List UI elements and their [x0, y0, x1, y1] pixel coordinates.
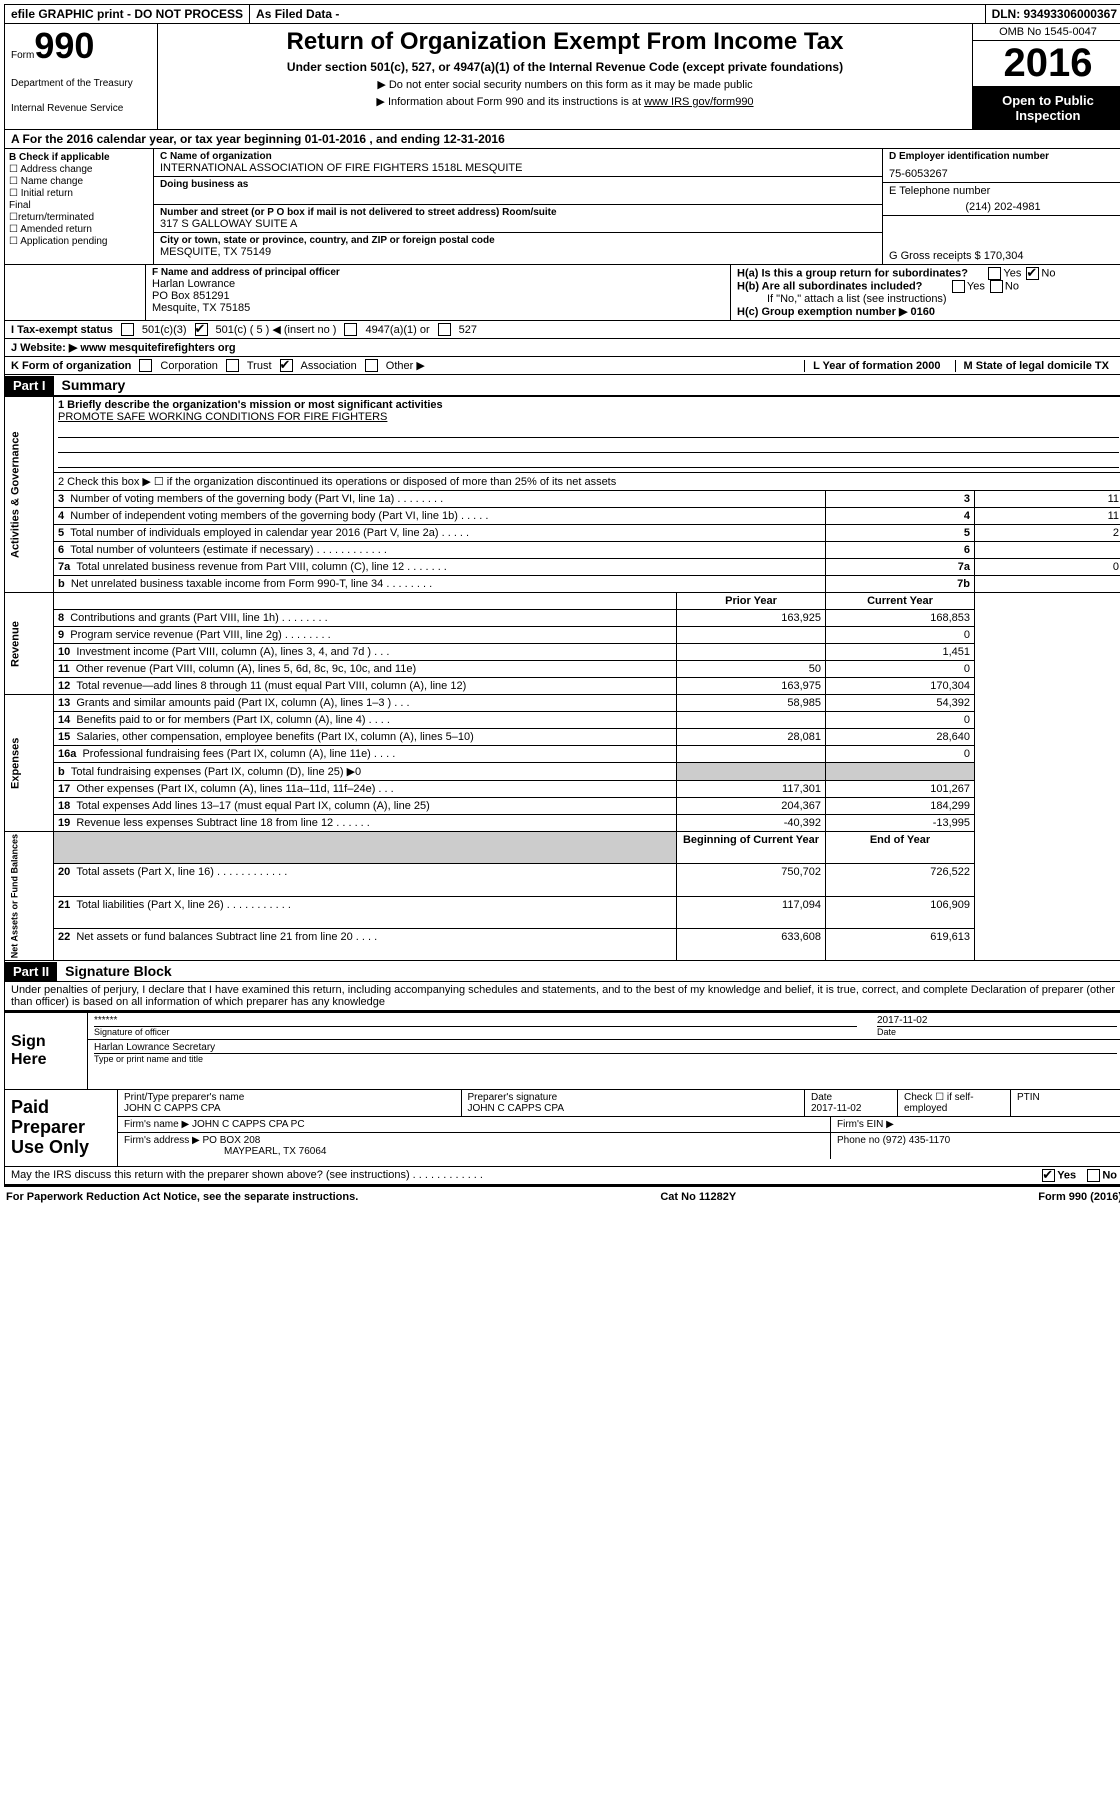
paid-preparer-block: Paid Preparer Use Only Print/Type prepar… [4, 1090, 1120, 1166]
dba-label: Doing business as [160, 179, 876, 190]
exp-vert-label: Expenses [5, 695, 54, 832]
irs-link[interactable]: www IRS gov/form990 [644, 96, 753, 108]
section-b: B Check if applicable ☐ Address change ☐… [5, 149, 154, 264]
501c-checkbox[interactable] [195, 323, 208, 336]
assoc-checkbox[interactable] [280, 359, 293, 372]
b-title: B Check if applicable [9, 152, 149, 163]
title-box: Return of Organization Exempt From Incom… [158, 24, 972, 129]
corp-checkbox[interactable] [139, 359, 152, 372]
city-label: City or town, state or province, country… [160, 235, 876, 246]
section-i: I Tax-exempt status 501(c)(3) 501(c) ( 5… [4, 321, 1120, 339]
year-box: OMB No 1545-0047 2016 Open to Public Ins… [972, 24, 1120, 129]
d-label: D Employer identification number [889, 151, 1117, 162]
ha-yes-checkbox[interactable] [988, 267, 1001, 280]
asfiled-label: As Filed Data - [250, 5, 986, 23]
officer-name: Harlan Lowrance [152, 278, 724, 290]
form-prefix: Form [11, 50, 34, 61]
sign-here-label: Sign Here [5, 1013, 87, 1089]
block-bcd: B Check if applicable ☐ Address change ☐… [4, 149, 1120, 265]
c-label: C Name of organization [160, 151, 876, 162]
addr-label: Number and street (or P O box if mail is… [160, 207, 876, 218]
e-label: E Telephone number [889, 185, 1117, 197]
sign-block: Sign Here ****** Signature of officer 20… [4, 1011, 1120, 1090]
rev-vert-label: Revenue [5, 593, 54, 695]
org-name: INTERNATIONAL ASSOCIATION OF FIRE FIGHTE… [160, 162, 876, 174]
part1-header: Part I Summary [4, 375, 1120, 396]
efile-label: efile GRAPHIC print - DO NOT PROCESS [5, 5, 250, 23]
phone-value: (214) 202-4981 [889, 201, 1117, 213]
dept1: Department of the Treasury [11, 78, 151, 89]
other-checkbox[interactable] [365, 359, 378, 372]
g-label: G Gross receipts $ 170,304 [889, 250, 1117, 262]
note1: ▶ Do not enter social security numbers o… [168, 78, 962, 91]
paid-label: Paid Preparer Use Only [5, 1090, 117, 1165]
note2: ▶ Information about Form 990 and its ins… [168, 95, 962, 108]
ein-value: 75-6053267 [889, 168, 1117, 180]
may-irs-row: May the IRS discuss this return with the… [4, 1167, 1120, 1185]
section-d: D Employer identification number 75-6053… [882, 149, 1120, 264]
dept2: Internal Revenue Service [11, 103, 151, 114]
officer-city: Mesquite, TX 75185 [152, 302, 724, 314]
city-value: MESQUITE, TX 75149 [160, 246, 876, 258]
footer-left: For Paperwork Reduction Act Notice, see … [6, 1191, 358, 1203]
trust-checkbox[interactable] [226, 359, 239, 372]
open-to-public: Open to Public Inspection [973, 87, 1120, 129]
tax-year: 2016 [973, 41, 1120, 87]
footer-mid: Cat No 11282Y [660, 1191, 736, 1203]
527-checkbox[interactable] [438, 323, 451, 336]
gov-vert-label: Activities & Governance [5, 397, 54, 593]
addr-value: 317 S GALLOWAY SUITE A [160, 218, 876, 230]
section-c: C Name of organization INTERNATIONAL ASS… [154, 149, 882, 264]
hc-label: H(c) Group exemption number ▶ 0160 [737, 305, 1117, 318]
form-title: Return of Organization Exempt From Incom… [168, 28, 962, 56]
f-label: F Name and address of principal officer [152, 267, 724, 278]
501c3-checkbox[interactable] [121, 323, 134, 336]
4947-checkbox[interactable] [344, 323, 357, 336]
declaration: Under penalties of perjury, I declare th… [4, 982, 1120, 1011]
top-bar: efile GRAPHIC print - DO NOT PROCESS As … [4, 4, 1120, 24]
may-no-checkbox[interactable] [1087, 1169, 1100, 1182]
dln-label: DLN: 93493306000367 [986, 5, 1120, 23]
may-yes-checkbox[interactable] [1042, 1169, 1055, 1182]
form-number: 990 [34, 25, 94, 66]
form-box: Form990 Department of the Treasury Inter… [5, 24, 158, 129]
header-row: Form990 Department of the Treasury Inter… [4, 24, 1120, 130]
row-a: A For the 2016 calendar year, or tax yea… [4, 130, 1120, 149]
omb-number: OMB No 1545-0047 [973, 24, 1120, 41]
summary-table-built: Activities & Governance1 Briefly describ… [4, 396, 1120, 961]
ha-no-checkbox[interactable] [1026, 267, 1039, 280]
footer-right: Form 990 (2016) [1038, 1191, 1120, 1203]
hb-no-checkbox[interactable] [990, 280, 1003, 293]
block-fh: F Name and address of principal officer … [4, 265, 1120, 321]
footer: For Paperwork Reduction Act Notice, see … [4, 1185, 1120, 1207]
form-subtitle: Under section 501(c), 527, or 4947(a)(1)… [168, 60, 962, 74]
section-j: J Website: ▶ www mesquitefirefighters or… [4, 339, 1120, 357]
na-vert-label: Net Assets or Fund Balances [5, 832, 54, 961]
officer-addr: PO Box 851291 [152, 290, 724, 302]
part2-header: Part II Signature Block [4, 961, 1120, 982]
hb-yes-checkbox[interactable] [952, 280, 965, 293]
section-klm: K Form of organization Corporation Trust… [4, 357, 1120, 375]
